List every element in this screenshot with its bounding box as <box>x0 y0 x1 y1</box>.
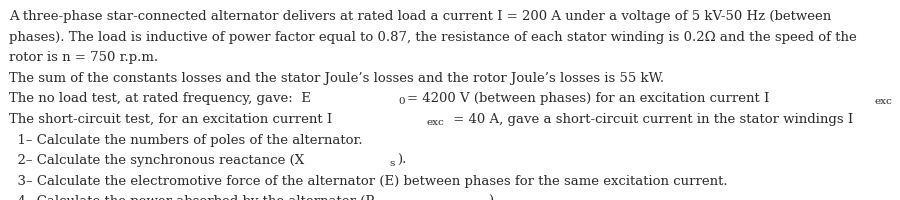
Text: rotor is n = 750 r.p.m.: rotor is n = 750 r.p.m. <box>9 51 158 64</box>
Text: The short-circuit test, for an excitation current I: The short-circuit test, for an excitatio… <box>9 113 332 126</box>
Text: = 40 A.: = 40 A. <box>897 92 900 105</box>
Text: ).: ). <box>489 195 498 200</box>
Text: exc: exc <box>426 118 444 127</box>
Text: The sum of the constants losses and the stator Joule’s losses and the rotor Joul: The sum of the constants losses and the … <box>9 72 664 85</box>
Text: 1– Calculate the numbers of poles of the alternator.: 1– Calculate the numbers of poles of the… <box>9 134 363 147</box>
Text: s: s <box>390 159 395 168</box>
Text: exc: exc <box>875 97 893 106</box>
Text: phases). The load is inductive of power factor equal to 0.87, the resistance of : phases). The load is inductive of power … <box>9 31 857 44</box>
Text: The no load test, at rated frequency, gave:  E: The no load test, at rated frequency, ga… <box>9 92 310 105</box>
Text: 2– Calculate the synchronous reactance (X: 2– Calculate the synchronous reactance (… <box>9 154 304 167</box>
Text: ).: ). <box>397 154 406 167</box>
Text: A three-phase star-connected alternator delivers at rated load a current I = 200: A three-phase star-connected alternator … <box>9 10 832 23</box>
Text: = 4200 V (between phases) for an excitation current I: = 4200 V (between phases) for an excitat… <box>407 92 770 105</box>
Text: 0: 0 <box>399 97 405 106</box>
Text: 4– Calculate the power absorbed by the alternator (P: 4– Calculate the power absorbed by the a… <box>9 195 374 200</box>
Text: = 40 A, gave a short-circuit current in the stator windings I: = 40 A, gave a short-circuit current in … <box>449 113 853 126</box>
Text: 3– Calculate the electromotive force of the alternator (E) between phases for th: 3– Calculate the electromotive force of … <box>9 175 727 188</box>
